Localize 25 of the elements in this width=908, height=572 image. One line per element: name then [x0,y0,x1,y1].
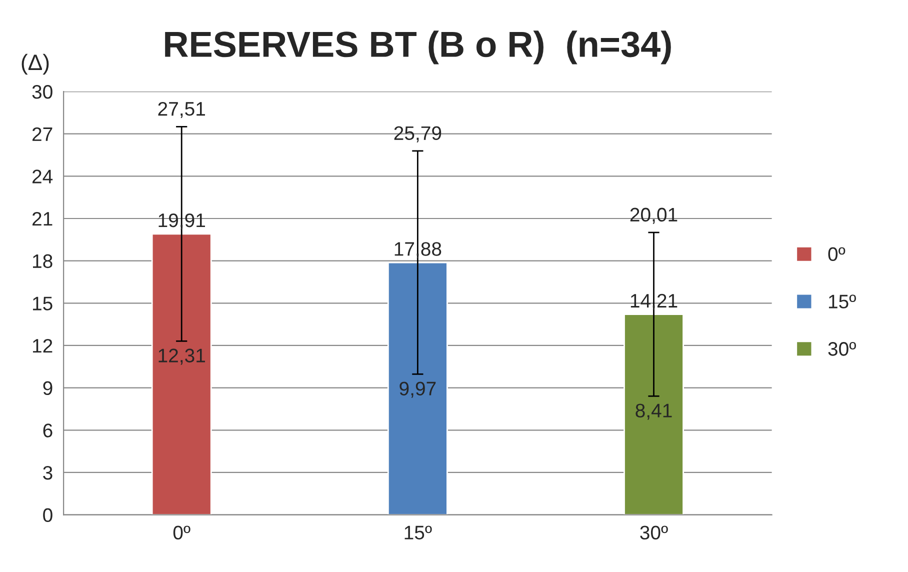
annotation: 25,79 [394,126,442,142]
y-axis-title: (Δ) [22,54,49,75]
y-tick-label: 24 [32,170,53,184]
y-tick-label: 6 [43,424,52,438]
y-tick-label: 0 [43,508,52,522]
annotation: 8,41 [636,404,672,420]
y-tick-label: 15 [33,296,52,310]
annotation: 9,97 [400,382,436,398]
y-tick-label: 21 [32,212,52,226]
x-tick-label: 30º [640,526,668,540]
chart-title: RESERVES BT (B o R) (n=34) [165,30,671,64]
x-tick-label: 0º [173,526,190,540]
legend-label: 0º [828,247,846,262]
legend-label: 15º [828,294,856,308]
y-tick-label: 9 [43,381,52,396]
legend-label: 30º [828,342,856,356]
y-tick-label: 30 [32,84,52,99]
x-tick-label: 15º [404,526,432,540]
annotation: 20,01 [630,208,678,224]
y-tick-label: 12 [33,338,52,353]
annotation: 12,31 [158,348,205,365]
annotation: 27,51 [158,102,205,118]
y-tick-label: 18 [33,254,52,268]
y-tick-label: 27 [32,127,52,141]
y-tick-label: 3 [43,466,52,480]
